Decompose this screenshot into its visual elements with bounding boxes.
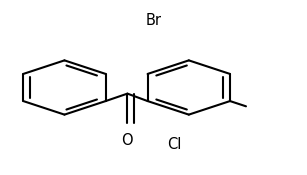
- Text: O: O: [122, 133, 133, 148]
- Text: Br: Br: [146, 13, 162, 28]
- Text: Cl: Cl: [167, 137, 181, 152]
